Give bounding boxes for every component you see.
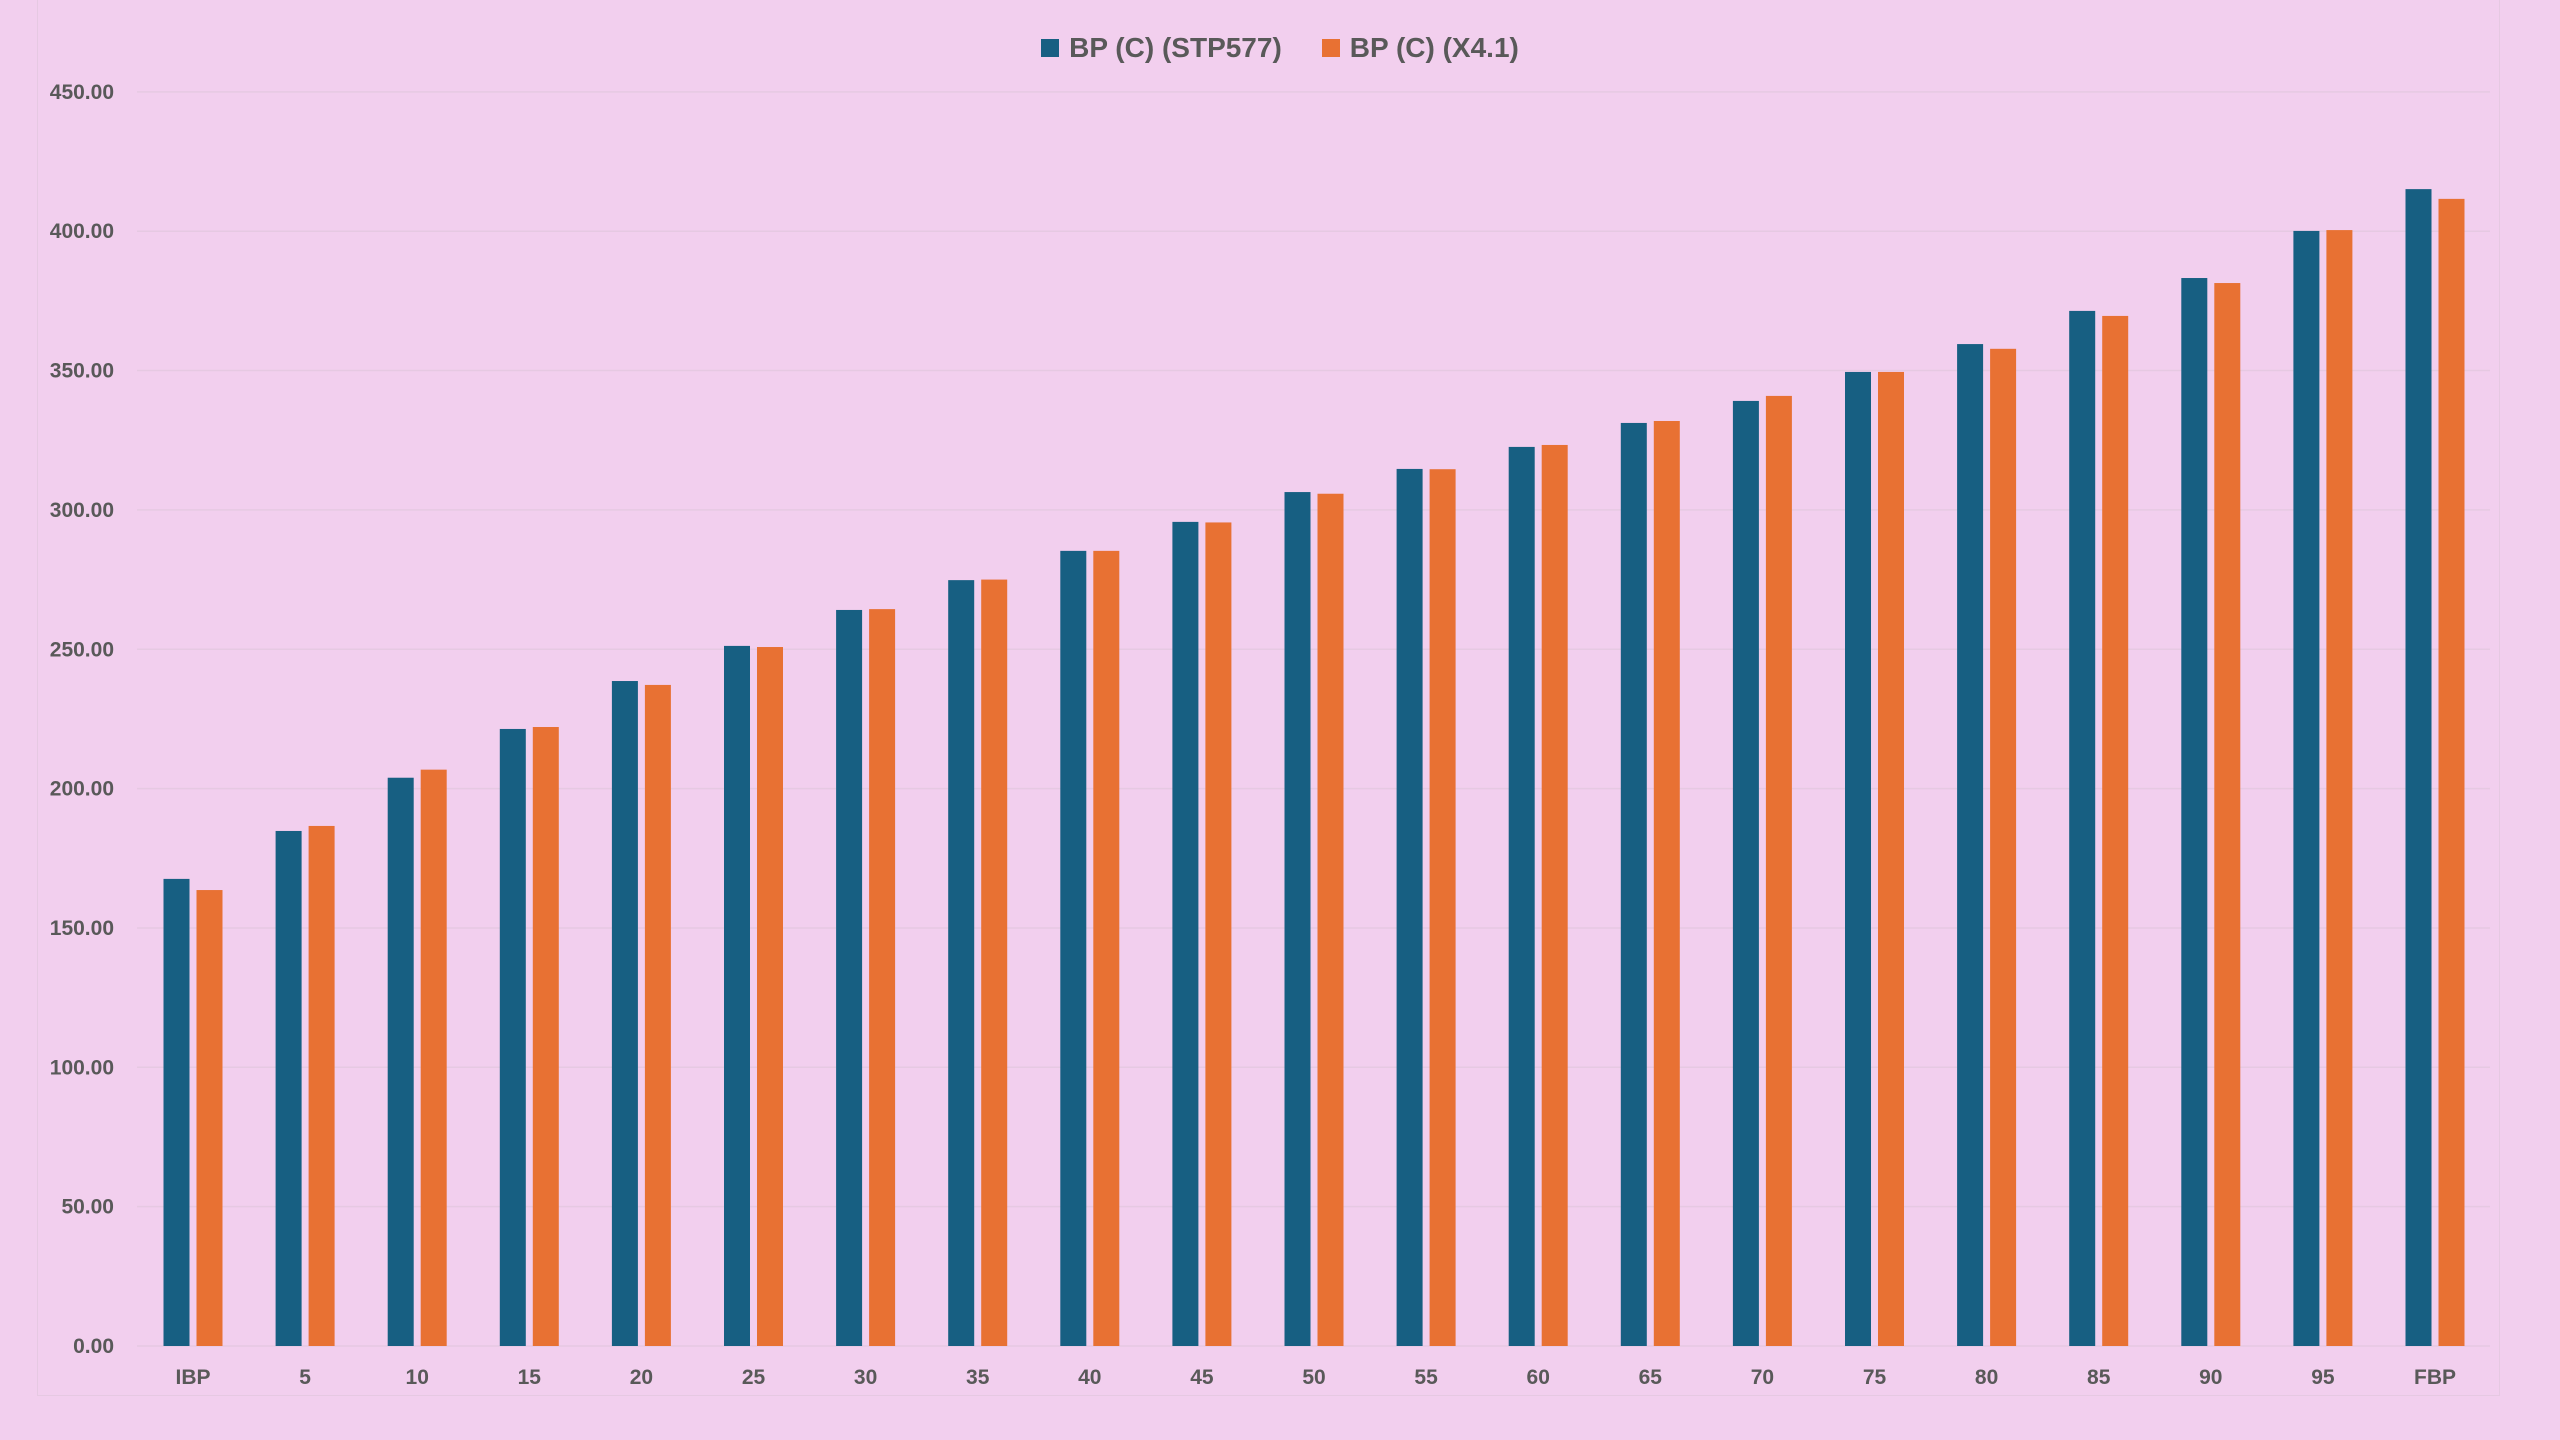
y-tick-label: 0.00 <box>73 1335 114 1358</box>
y-tick-label: 300.00 <box>50 499 114 522</box>
x-tick-label: 15 <box>518 1366 542 1389</box>
bar-stp577-65[interactable] <box>1620 422 1647 1347</box>
gridlines <box>137 91 2490 1347</box>
bar-stp577-50[interactable] <box>1284 492 1311 1346</box>
x-tick-label: 10 <box>406 1366 429 1389</box>
bar-x41-55[interactable] <box>1429 469 1456 1346</box>
bar-x41-5[interactable] <box>308 825 335 1346</box>
y-tick-label: 150.00 <box>50 917 114 940</box>
y-tick-label: 100.00 <box>50 1056 114 1079</box>
bar-x41-70[interactable] <box>1765 395 1792 1346</box>
x-tick-label: 25 <box>742 1366 766 1389</box>
bar-stp577-35[interactable] <box>948 580 975 1346</box>
bar-x41-95[interactable] <box>2326 230 2353 1346</box>
bar-x41-35[interactable] <box>981 579 1008 1346</box>
x-tick-label: 95 <box>2311 1366 2335 1389</box>
legend-item-stp577[interactable]: BP (C) (STP577) <box>1041 32 1282 64</box>
bar-x41-50[interactable] <box>1317 493 1344 1346</box>
bar-x41-20[interactable] <box>644 684 671 1346</box>
bar-stp577-90[interactable] <box>2181 278 2208 1346</box>
legend-swatch-stp577 <box>1041 39 1060 57</box>
legend-item-x41[interactable]: BP (C) (X4.1) <box>1321 32 1519 64</box>
x-tick-label: 60 <box>1527 1366 1550 1389</box>
bar-stp577-55[interactable] <box>1396 468 1423 1346</box>
bar-x41-30[interactable] <box>869 609 896 1346</box>
x-tick-label: 20 <box>630 1366 653 1389</box>
bar-x41-60[interactable] <box>1541 444 1568 1346</box>
x-tick-label: 75 <box>1863 1366 1887 1389</box>
bar-stp577-40[interactable] <box>1060 550 1087 1346</box>
y-tick-label: 200.00 <box>50 778 114 801</box>
bar-stp577-25[interactable] <box>724 645 750 1346</box>
y-tick-label: 450.00 <box>50 81 114 104</box>
bar-stp577-5[interactable] <box>275 830 302 1346</box>
bar-stp577-95[interactable] <box>2293 230 2320 1347</box>
y-axis: 0.00 50.00 100.00 150.00 200.00 250.00 300.00 3… <box>50 81 114 1358</box>
x-tick-label: 85 <box>2087 1366 2111 1389</box>
bar-x41-25[interactable] <box>757 647 783 1346</box>
y-tick-label: 50.00 <box>61 1196 114 1219</box>
bar-stp577-80[interactable] <box>1957 344 1984 1346</box>
bar-x41-15[interactable] <box>532 727 559 1346</box>
bar-x41-40[interactable] <box>1093 550 1120 1346</box>
bar-x41-75[interactable] <box>1878 371 1904 1347</box>
bar-stp577-30[interactable] <box>836 609 863 1346</box>
bar-stp577-75[interactable] <box>1845 371 1871 1347</box>
bar-x41-ibp[interactable] <box>196 890 223 1346</box>
bar-x41-80[interactable] <box>1990 348 2017 1346</box>
x-tick-label: 30 <box>854 1366 877 1389</box>
x-tick-label: 55 <box>1414 1366 1438 1389</box>
bar-stp577-10[interactable] <box>387 777 414 1346</box>
x-tick-label: 35 <box>966 1366 990 1389</box>
bar-x41-65[interactable] <box>1653 420 1680 1346</box>
bars <box>163 189 2465 1347</box>
x-tick-label: 70 <box>1751 1366 1774 1389</box>
legend-label-x41: BP (C) (X4.1) <box>1349 32 1519 63</box>
x-tick-label: 65 <box>1639 1366 1663 1389</box>
x-axis: IBP 5 10 15 20 25 30 35 40 45 50 55 60 65 70 75 80 85 90 95… <box>175 1366 2456 1389</box>
bar-x41-45[interactable] <box>1205 522 1232 1346</box>
bar-stp577-fbp[interactable] <box>2405 189 2432 1346</box>
bar-stp577-60[interactable] <box>1508 446 1535 1346</box>
bar-stp577-20[interactable] <box>611 681 638 1346</box>
bar-stp577-70[interactable] <box>1732 400 1759 1346</box>
y-tick-label: 350.00 <box>50 360 114 383</box>
bar-stp577-ibp[interactable] <box>163 878 190 1346</box>
y-tick-label: 250.00 <box>50 638 114 661</box>
bar-x41-90[interactable] <box>2214 283 2241 1346</box>
y-tick-label: 400.00 <box>50 220 114 243</box>
bar-stp577-45[interactable] <box>1172 521 1199 1346</box>
x-tick-label: 40 <box>1078 1366 1101 1389</box>
bar-x41-85[interactable] <box>2102 315 2129 1346</box>
legend-swatch-x41 <box>1321 39 1340 57</box>
x-tick-label: 80 <box>1975 1366 1998 1389</box>
x-tick-label: 5 <box>299 1366 311 1389</box>
x-tick-label: FBP <box>2414 1366 2456 1389</box>
bar-x41-10[interactable] <box>420 769 447 1346</box>
x-tick-label: 45 <box>1190 1366 1214 1389</box>
bar-x41-fbp[interactable] <box>2438 198 2465 1346</box>
chart-frame <box>37 0 2500 1396</box>
x-tick-label: 90 <box>2199 1366 2222 1389</box>
x-tick-label: 50 <box>1302 1366 1325 1389</box>
bar-stp577-15[interactable] <box>499 728 526 1346</box>
legend-label-stp577: BP (C) (STP577) <box>1069 32 1282 63</box>
chart-legend: BP (C) (STP577) BP (C) (X4.1) <box>0 32 2560 64</box>
x-tick-label: IBP <box>175 1366 210 1389</box>
bar-stp577-85[interactable] <box>2069 310 2096 1346</box>
